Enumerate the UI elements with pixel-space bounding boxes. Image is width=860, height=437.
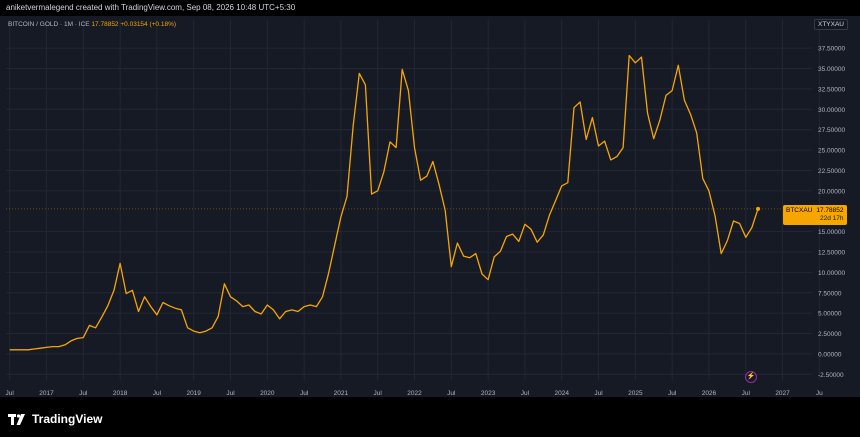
ticker-badge[interactable]: XTYXAU [813,19,848,30]
y-tick-label: 2.50000 [818,331,842,338]
y-tick-label: 10.00000 [818,270,845,277]
series-line-btcxau [9,54,759,351]
y-tick-label: 32.50000 [818,86,845,93]
x-tick-label: Jul [79,390,88,397]
x-tick-label: 2017 [39,390,54,397]
y-tick-label: 37.50000 [818,46,845,53]
y-tick-label: -2.50000 [818,372,844,379]
x-tick-label: Jul [521,390,530,397]
x-tick-label: 2024 [555,390,570,397]
legend-change: +0.03154 (+0.18%) [120,21,177,28]
y-tick-label: 27.50000 [818,127,845,134]
x-tick-label: 2021 [334,390,349,397]
x-tick-label: 2027 [775,390,790,397]
legend-value: 17.78852 [91,21,119,28]
x-tick-label: Jul [447,390,456,397]
x-tick-label: 2022 [407,390,422,397]
x-tick-label: Jul [742,390,751,397]
x-tick-label: Jul [226,390,235,397]
y-axis-ticks: 37.50000 35.00000 32.50000 30.00000 27.50000… [818,46,845,379]
price-chart[interactable]: 37.50000 35.00000 32.50000 30.00000 27.50000… [0,0,860,397]
x-tick-label: 2018 [113,390,128,397]
lightning-icon[interactable]: ⚡ [745,371,757,383]
x-axis-ticks: Jul 2017 Jul 2018 Jul 2019 Jul 2020 Jul 2021 Jul 20… [6,390,824,397]
x-tick-label: Jul [594,390,603,397]
y-tick-label: 30.00000 [818,107,845,114]
price-tag-value: 17.78852 [816,207,844,214]
y-tick-label: 7.50000 [818,290,842,297]
legend-line: BITCOIN / GOLD · 1M · ICE 17.78852 +0.03… [8,21,176,28]
x-tick-label: Jul [668,390,677,397]
last-point-marker [756,206,761,211]
tradingview-logo-icon [8,413,25,425]
last-price-tag: BTCXAU 17.78852 22d 17h [783,205,847,225]
y-tick-label: 15.00000 [818,229,845,236]
brand-name: TradingView [32,412,103,426]
y-tick-label: 35.00000 [818,66,845,73]
grid-lines [6,20,820,380]
x-tick-label: Ju [816,390,823,397]
x-tick-label: 2026 [702,390,717,397]
x-tick-label: 2025 [628,390,643,397]
x-tick-label: Jul [6,390,15,397]
x-tick-label: Jul [153,390,162,397]
price-tag-symbol: BTCXAU [786,207,813,214]
x-tick-label: 2020 [260,390,275,397]
y-tick-label: 0.00000 [818,351,842,358]
y-tick-label: 25.00000 [818,148,845,155]
caption-text: aniketvermalegend created with TradingVi… [6,3,296,12]
tradingview-logo[interactable]: TradingView [8,412,102,426]
y-tick-label: 20.00000 [818,188,845,195]
x-tick-label: Jul [374,390,383,397]
y-tick-label: 22.50000 [818,168,845,175]
x-tick-label: 2023 [481,390,496,397]
x-tick-label: 2019 [186,390,201,397]
legend-symbol: BITCOIN / GOLD · 1M · ICE [8,21,90,28]
y-tick-label: 5.00000 [818,311,842,318]
price-tag-countdown: 22d 17h [820,215,844,222]
caption-bar: aniketvermalegend created with TradingVi… [0,0,860,16]
y-tick-label: 12.50000 [818,249,845,256]
footer [0,397,860,437]
x-tick-label: Jul [300,390,309,397]
